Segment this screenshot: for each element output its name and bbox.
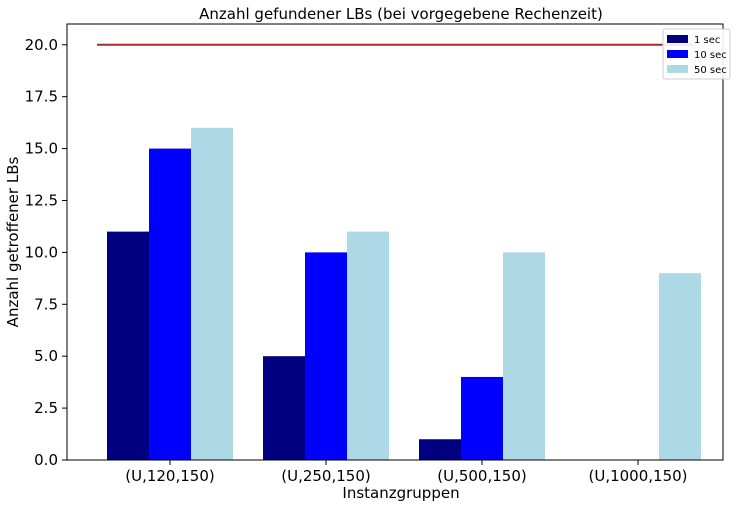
bar-50-sec-1 bbox=[347, 231, 389, 460]
x-tick-label: (U,500,150) bbox=[437, 467, 526, 485]
x-tick-label: (U,120,150) bbox=[125, 467, 214, 485]
x-tick-label: (U,250,150) bbox=[281, 467, 370, 485]
bar-50-sec-3 bbox=[659, 273, 701, 460]
y-tick-label: 20.0 bbox=[25, 36, 58, 54]
y-tick-label: 0.0 bbox=[34, 451, 58, 469]
chart-title: Anzahl gefundener LBs (bei vorgegebene R… bbox=[199, 5, 603, 23]
y-tick-label: 2.5 bbox=[34, 399, 58, 417]
legend-label: 50 sec bbox=[694, 65, 727, 76]
legend-swatch bbox=[667, 50, 688, 58]
x-axis: (U,120,150) (U,250,150) (U,500,150) (U,1000… bbox=[125, 460, 688, 485]
y-axis-title: Anzahl getroffener LBs bbox=[4, 157, 22, 328]
y-axis: 0.0 2.5 5.0 7.5 10.0 12.5 15.0 17.5 20.0 bbox=[25, 36, 67, 469]
bar-50-sec-2 bbox=[503, 252, 545, 460]
y-tick-label: 17.5 bbox=[25, 88, 58, 106]
y-tick-label: 12.5 bbox=[25, 191, 58, 209]
bar-10-sec-2 bbox=[461, 376, 503, 460]
y-tick-label: 7.5 bbox=[34, 295, 58, 313]
legend: 1 sec 10 sec 50 sec bbox=[662, 28, 731, 80]
y-tick-label: 5.0 bbox=[34, 347, 58, 365]
legend-swatch bbox=[667, 65, 688, 73]
bar-1-sec-1 bbox=[263, 356, 305, 460]
bar-10-sec-1 bbox=[305, 252, 347, 460]
bar-1-sec-2 bbox=[419, 439, 461, 460]
x-axis-title: Instanzgruppen bbox=[342, 484, 459, 502]
plot-frame bbox=[66, 23, 724, 461]
legend-label: 1 sec bbox=[694, 35, 720, 46]
legend-swatch bbox=[667, 35, 688, 43]
bar-10-sec-0 bbox=[149, 148, 191, 461]
bars-layer bbox=[107, 127, 701, 461]
bar-50-sec-0 bbox=[191, 127, 233, 461]
bar-1-sec-0 bbox=[107, 231, 149, 460]
legend-label: 10 sec bbox=[694, 50, 727, 61]
y-tick-label: 10.0 bbox=[25, 243, 58, 261]
y-tick-label: 15.0 bbox=[25, 140, 58, 158]
x-tick-label: (U,1000,150) bbox=[588, 467, 687, 485]
